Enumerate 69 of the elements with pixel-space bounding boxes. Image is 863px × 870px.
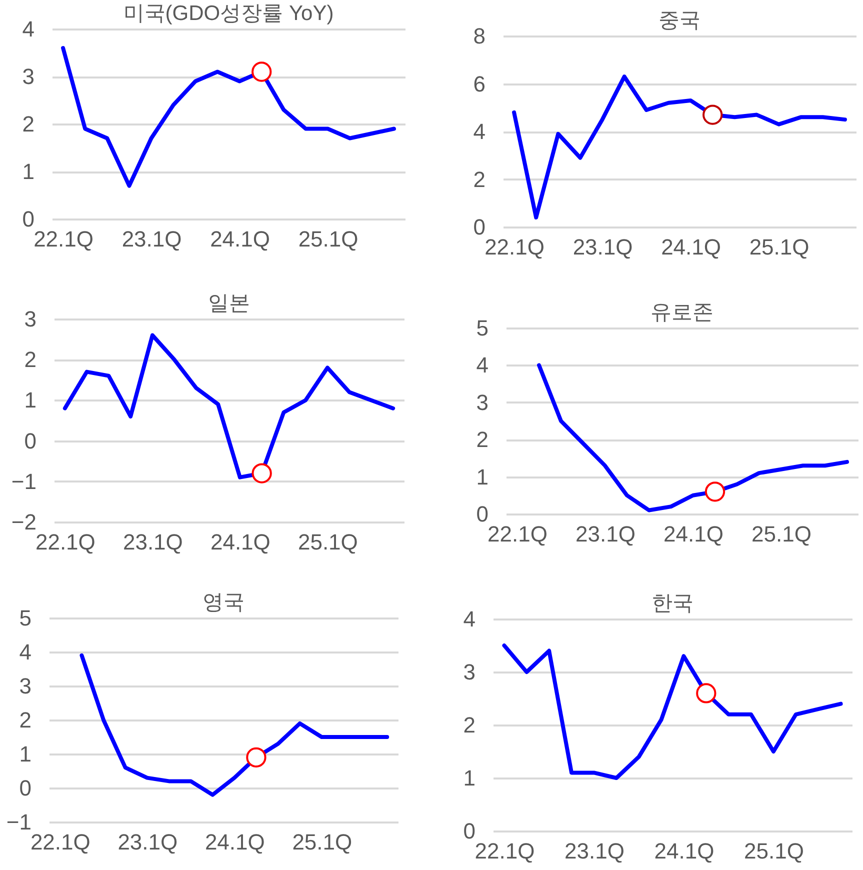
x-tick-label: 23.1Q (576, 522, 636, 546)
chart-title: 미국(GDO성장률 YoY) (123, 2, 334, 25)
y-tick-label: 4 (463, 606, 476, 632)
x-tick-label: 22.1Q (30, 830, 90, 854)
y-tick-label: −2 (11, 510, 36, 534)
line-series (512, 74, 847, 220)
line-series (61, 46, 396, 188)
x-tick-label: 25.1Q (744, 838, 804, 864)
y-tick-label: 3 (463, 660, 476, 684)
x-tick-label: 25.1Q (752, 522, 812, 546)
x-tick-label: 22.1Q (488, 522, 548, 546)
y-tick-label: 1 (22, 159, 34, 184)
y-tick-label: 6 (473, 71, 486, 96)
x-tick-label: 22.1Q (474, 838, 535, 864)
y-tick-label: 5 (476, 316, 488, 340)
x-tick-label: 22.1Q (35, 530, 96, 554)
y-tick-label: 3 (19, 674, 32, 698)
chart-title: 한국 (652, 592, 694, 615)
y-tick-label: 0 (473, 214, 486, 240)
y-tick-label: 4 (22, 16, 34, 42)
y-tick-label: 2 (476, 427, 488, 452)
y-tick-label: −1 (6, 810, 32, 834)
x-tick-label: 24.1Q (654, 838, 714, 864)
y-tick-label: 4 (19, 640, 32, 664)
y-tick-label: 0 (476, 502, 488, 526)
x-tick-label: 25.1Q (298, 226, 358, 252)
x-tick-label: 24.1Q (210, 530, 270, 554)
y-tick-label: 4 (473, 119, 486, 144)
chart-title: 중국 (658, 9, 700, 32)
y-tick-label: 0 (24, 428, 36, 454)
chart-title: 영국 (202, 591, 244, 614)
x-tick-label: 25.1Q (298, 530, 358, 554)
y-tick-label: 1 (476, 464, 488, 490)
chart-title: 유로존 (650, 301, 714, 324)
y-tick-label: 3 (24, 306, 36, 332)
y-tick-label: 0 (22, 206, 34, 232)
x-tick-label: 22.1Q (484, 234, 544, 260)
x-tick-label: 23.1Q (122, 530, 183, 554)
x-tick-label: 25.1Q (292, 830, 352, 854)
y-tick-label: 8 (473, 24, 486, 48)
line-series (537, 363, 849, 512)
x-tick-label: 22.1Q (34, 226, 94, 252)
y-tick-label: 3 (476, 390, 488, 415)
y-tick-label: 2 (473, 166, 486, 192)
x-tick-label: 25.1Q (749, 234, 810, 260)
y-tick-label: 2 (463, 712, 476, 738)
x-tick-label: 24.1Q (664, 522, 724, 546)
y-tick-label: 4 (476, 352, 488, 378)
y-tick-label: −1 (11, 468, 36, 494)
line-series (80, 653, 390, 797)
y-tick-label: 1 (24, 388, 36, 413)
y-tick-label: 3 (22, 64, 34, 89)
y-tick-label: 1 (19, 742, 32, 766)
line-series (502, 644, 843, 780)
y-tick-label: 1 (463, 766, 476, 790)
x-tick-label: 23.1Q (118, 830, 178, 854)
chart-title: 일본 (208, 292, 250, 315)
x-tick-label: 23.1Q (572, 234, 633, 260)
x-tick-label: 24.1Q (204, 830, 265, 854)
x-tick-label: 24.1Q (210, 226, 270, 252)
x-tick-label: 23.1Q (122, 226, 182, 252)
x-tick-label: 23.1Q (564, 838, 624, 864)
y-tick-label: 0 (463, 818, 476, 844)
y-tick-label: 2 (19, 708, 32, 732)
y-tick-label: 2 (22, 112, 34, 136)
y-tick-label: 5 (19, 606, 32, 630)
y-tick-label: 2 (24, 347, 36, 372)
y-tick-label: 0 (19, 776, 32, 800)
x-tick-label: 24.1Q (661, 234, 721, 260)
